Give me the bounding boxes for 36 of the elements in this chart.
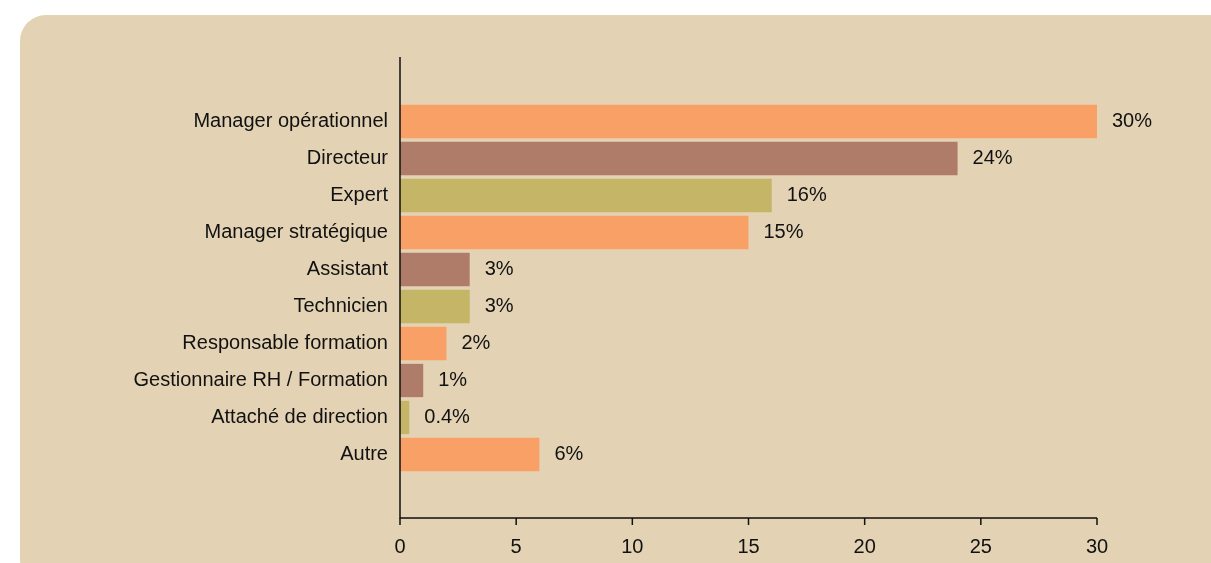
bar	[400, 104, 1097, 139]
data-label: 6%	[554, 442, 584, 465]
bar	[400, 141, 958, 176]
y-tick-label: Manager opérationnel	[193, 109, 388, 132]
data-label: 15%	[763, 220, 804, 243]
x-tick-label: 15	[737, 534, 760, 557]
x-tick-label: 5	[510, 534, 522, 557]
x-tick-label: 25	[969, 534, 992, 557]
x-tick-label: 30	[1085, 534, 1109, 557]
data-label: 24%	[972, 146, 1013, 169]
bar	[400, 437, 540, 472]
x-tick-label: 20	[853, 534, 876, 557]
y-tick-label: Assistant	[306, 257, 389, 280]
data-label: 0.4%	[424, 405, 471, 428]
bar	[400, 289, 470, 324]
bar	[400, 363, 424, 398]
data-label: 2%	[461, 331, 491, 354]
bar	[400, 178, 772, 213]
data-label: 3%	[484, 257, 514, 280]
y-tick-label: Technicien	[293, 294, 388, 317]
y-tick-label: Responsable formation	[182, 331, 388, 354]
y-tick-label: Attaché de direction	[211, 405, 388, 428]
x-tick-label: 10	[621, 534, 644, 557]
data-label: 1%	[438, 368, 468, 391]
data-label: 30%	[1112, 109, 1153, 132]
bar	[400, 252, 470, 287]
bar	[400, 326, 447, 361]
y-tick-label: Directeur	[306, 146, 389, 169]
y-tick-label: Expert	[330, 183, 389, 206]
y-tick-label: Gestionnaire RH / Formation	[133, 368, 388, 391]
x-tick-label: 0	[394, 534, 406, 557]
y-tick-label: Manager stratégique	[204, 220, 388, 243]
data-label: 16%	[786, 183, 827, 206]
bar	[400, 215, 749, 250]
y-tick-label: Autre	[340, 442, 388, 465]
data-label: 3%	[484, 294, 514, 317]
